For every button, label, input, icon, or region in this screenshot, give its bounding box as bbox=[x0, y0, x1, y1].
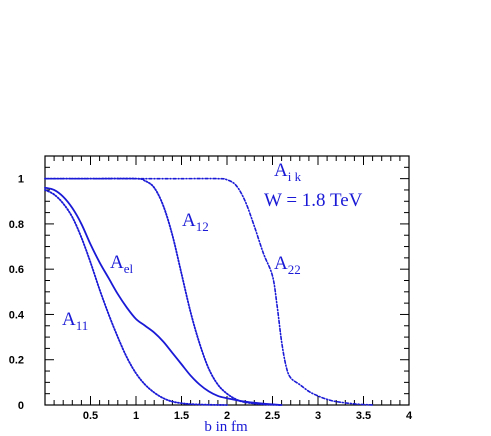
a12-label: A12 bbox=[182, 210, 209, 234]
a22-label: A22 bbox=[274, 253, 301, 277]
a22-subscript: 22 bbox=[288, 262, 301, 277]
a12-main: A bbox=[182, 210, 196, 231]
ael-label: Ael bbox=[110, 252, 134, 276]
series-line-a-el bbox=[44, 186, 283, 406]
energy-label: W = 1.8 TeV bbox=[264, 190, 363, 211]
x-tick-label: 1 bbox=[133, 410, 139, 422]
x-tick-label: 0.5 bbox=[83, 410, 98, 422]
x-tick-label: 2.5 bbox=[265, 410, 280, 422]
y-tick-label: 1 bbox=[18, 174, 24, 186]
a22-main: A bbox=[274, 253, 288, 274]
a11-subscript: 11 bbox=[76, 318, 89, 333]
a11-label: A11 bbox=[62, 309, 88, 333]
ael-subscript: el bbox=[124, 261, 134, 276]
x-tick-label: 3.5 bbox=[356, 410, 371, 422]
series-line-a-12 bbox=[44, 177, 283, 406]
y-tick-label: 0 bbox=[18, 400, 24, 412]
ael-main: A bbox=[110, 252, 124, 273]
y-tick-label: 0.4 bbox=[9, 309, 25, 321]
x-axis-label: b in fm bbox=[204, 419, 248, 435]
curves bbox=[44, 177, 374, 406]
x-tick-label: 2 bbox=[224, 410, 230, 422]
x-tick-label: 3 bbox=[315, 410, 321, 422]
x-axis: 0.5 1 1.5 2 2.5 3 3.5 4 bbox=[44, 156, 413, 422]
x-tick-label: 1.5 bbox=[174, 410, 189, 422]
title-subscript: i k bbox=[288, 169, 302, 184]
title-main: A bbox=[274, 160, 288, 181]
y-tick-label: 0.8 bbox=[9, 219, 24, 231]
y-tick-label: 0.2 bbox=[9, 355, 24, 367]
a12-subscript: 12 bbox=[196, 219, 209, 234]
y-axis: 0 0.2 0.4 0.6 0.8 1 bbox=[9, 155, 409, 412]
a11-main: A bbox=[62, 309, 76, 330]
title-label: Ai k bbox=[274, 160, 302, 184]
y-tick-label: 0.6 bbox=[9, 264, 24, 276]
x-tick-label: 4 bbox=[406, 410, 413, 422]
series-line-a-22 bbox=[44, 177, 374, 406]
series-line-a-11 bbox=[44, 189, 228, 406]
